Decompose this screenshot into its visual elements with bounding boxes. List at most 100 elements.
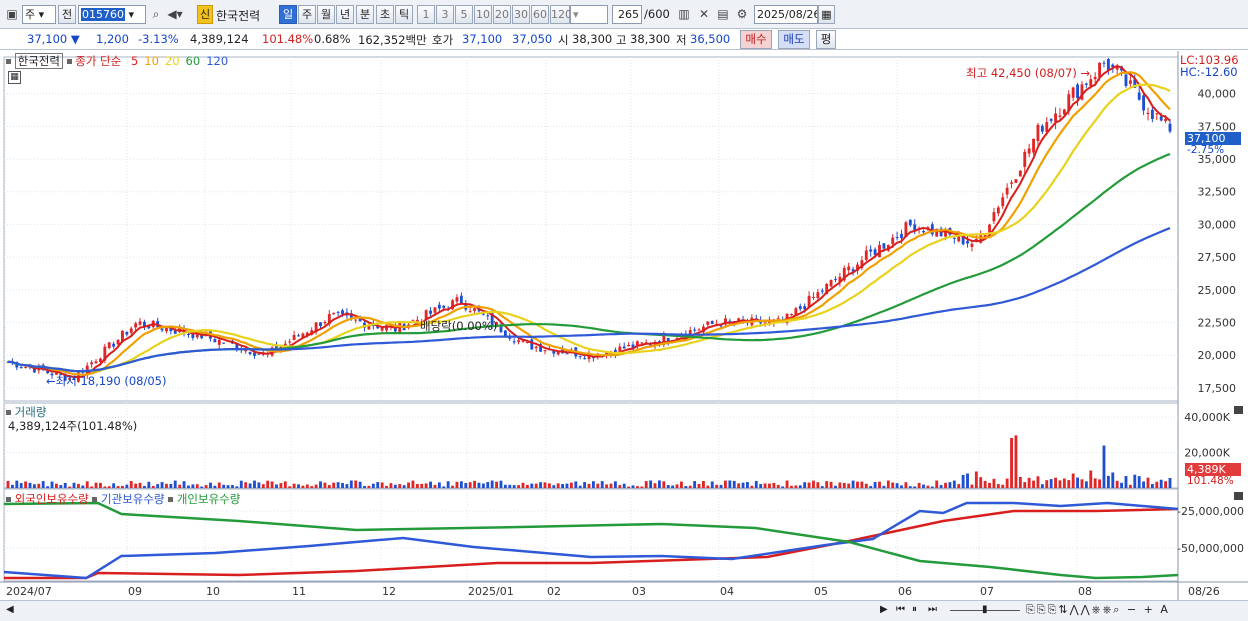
crosshair-icon[interactable]: ✕ [698, 7, 710, 21]
candle-body [1071, 87, 1075, 98]
x-tick-label: 02 [547, 585, 561, 598]
stock-code-input[interactable]: 015760 ▾ [78, 5, 146, 24]
tab-period-1[interactable]: 주 [298, 5, 316, 24]
legend-ma-60[interactable]: 60 [185, 54, 201, 68]
legend-ma-label[interactable]: 종가 단순 [75, 54, 122, 68]
scroll-left-icon[interactable]: ◀ [6, 604, 14, 615]
count-input[interactable]: 265 [612, 5, 642, 24]
hoga-label: 호가 [432, 33, 454, 47]
gear-icon[interactable]: ⚙ [736, 7, 748, 21]
volume-bar [319, 481, 322, 488]
search-icon[interactable]: ⌕ [152, 7, 160, 21]
volume-bar [209, 482, 212, 488]
candle-body [525, 341, 529, 343]
tab-interval-120[interactable]: 120 [550, 5, 572, 24]
foreign-holding-line [4, 507, 1179, 580]
close-pane-icon[interactable] [1234, 492, 1243, 500]
volume-bar [922, 484, 925, 488]
tab-interval-1[interactable]: 1 [417, 5, 435, 24]
tab-period-3[interactable]: 년 [336, 5, 354, 24]
interval-select[interactable]: ▾ [570, 5, 608, 24]
legend-stock-name[interactable]: 한국전력 [14, 53, 63, 69]
legend-foreign[interactable]: 외국인보유수량 [14, 492, 89, 506]
volume-bar [253, 480, 256, 488]
candle-body [605, 351, 609, 356]
zoom-slider[interactable] [950, 610, 1020, 611]
tab-interval-30[interactable]: 30 [512, 5, 530, 24]
tab-interval-10[interactable]: 10 [474, 5, 492, 24]
candle-body [129, 328, 133, 333]
candle-icon[interactable]: ▥ [678, 7, 690, 21]
volume-bar [952, 480, 956, 488]
tab-period-5[interactable]: 초 [376, 5, 394, 24]
chart-canvas[interactable]: 40,000 37,500 35,000 32,500 30,000 27,500 25,0… [0, 51, 1248, 621]
legend-ma-120[interactable]: 120 [206, 54, 229, 68]
tab-interval-5[interactable]: 5 [455, 5, 473, 24]
save-icon[interactable]: ▤ [717, 7, 729, 21]
tab-interval-60[interactable]: 60 [531, 5, 549, 24]
tools-icons[interactable]: ⎘⎘⎘⇅⋀⋀⎈⎈⌕ − + A [1026, 603, 1170, 616]
prev-button[interactable]: 전 [58, 5, 76, 24]
candle-body [1010, 182, 1013, 184]
volume-bar [345, 484, 349, 488]
volume-bar [886, 480, 890, 488]
candle-body [1155, 113, 1159, 115]
legend-ma-10[interactable]: 10 [144, 54, 159, 68]
candle-body [913, 224, 917, 232]
x-tick-label: 11 [292, 585, 306, 598]
candle-body [257, 353, 261, 355]
volume-bar [1045, 480, 1049, 488]
volume-bar [873, 481, 877, 488]
tab-period-4[interactable]: 분 [356, 5, 374, 24]
scroll-right-icon[interactable]: ▶ [880, 604, 888, 615]
scroll-bar[interactable]: ◀ ▶ ⏮ ⏸ ⏭ ▮ ⎘⎘⎘⇅⋀⋀⎈⎈⌕ − + A [0, 600, 1248, 621]
legend-ma-20[interactable]: 20 [164, 54, 180, 68]
speaker-icon[interactable]: ◀▾ [167, 7, 183, 21]
tab-period-0[interactable]: 일 [279, 5, 297, 24]
sell-button[interactable]: 매도 [778, 30, 810, 49]
tab-period-6[interactable]: 틱 [395, 5, 413, 24]
pause-icon[interactable]: ⏸ [912, 604, 917, 615]
last-icon[interactable]: ⏭ [928, 604, 937, 615]
volume-bar [332, 482, 336, 488]
tab-interval-3[interactable]: 3 [436, 5, 454, 24]
evaluate-button[interactable]: 평 [816, 30, 836, 49]
legend-marker-icon [6, 497, 11, 502]
volume-bar [266, 480, 270, 488]
chart-area[interactable]: 40,000 37,500 35,000 32,500 30,000 27,500 25,0… [0, 51, 1248, 621]
volume-bar [1071, 473, 1075, 488]
volume-bar [746, 482, 749, 488]
date-picker-button[interactable]: ▦ [818, 5, 835, 24]
candle-body [992, 212, 996, 222]
tab-period-2[interactable]: 월 [317, 5, 335, 24]
candle-body [803, 306, 807, 310]
calculator-icon[interactable]: ▦ [8, 71, 21, 84]
volume-bar [565, 483, 569, 488]
date-input[interactable]: 2025/08/26 [754, 5, 818, 24]
candle-body [63, 374, 67, 381]
buy-button[interactable]: 매수 [740, 30, 772, 49]
volume-bar [54, 483, 58, 488]
first-icon[interactable]: ⏮ [896, 604, 905, 615]
axes: 40,000 37,500 35,000 32,500 30,000 27,500 25,0… [6, 88, 1244, 598]
candle-body [635, 341, 639, 346]
volume-title[interactable]: 거래량 [14, 405, 47, 419]
candle-body [385, 325, 388, 331]
volume-bar [680, 481, 683, 488]
candle-body [719, 325, 723, 327]
close-pane-icon[interactable] [1234, 406, 1243, 414]
volume-bar [715, 484, 719, 488]
volume-ratio: 101.48% [262, 32, 314, 46]
window-icon[interactable]: ▣ [6, 7, 18, 21]
chart-type-select[interactable]: 주 ▾ [22, 5, 56, 24]
candle-body [191, 332, 195, 338]
volume-bar [1054, 477, 1057, 488]
tab-interval-20[interactable]: 20 [493, 5, 511, 24]
volume-bar [913, 486, 917, 488]
candle-body [662, 335, 666, 345]
candle-body [376, 325, 380, 329]
legend-institution[interactable]: 기관보유수량 [101, 492, 165, 506]
legend-individual[interactable]: 개인보유수량 [176, 492, 241, 506]
slider-thumb-icon[interactable]: ▮ [982, 604, 988, 615]
legend-ma-5[interactable]: 5 [130, 54, 139, 68]
